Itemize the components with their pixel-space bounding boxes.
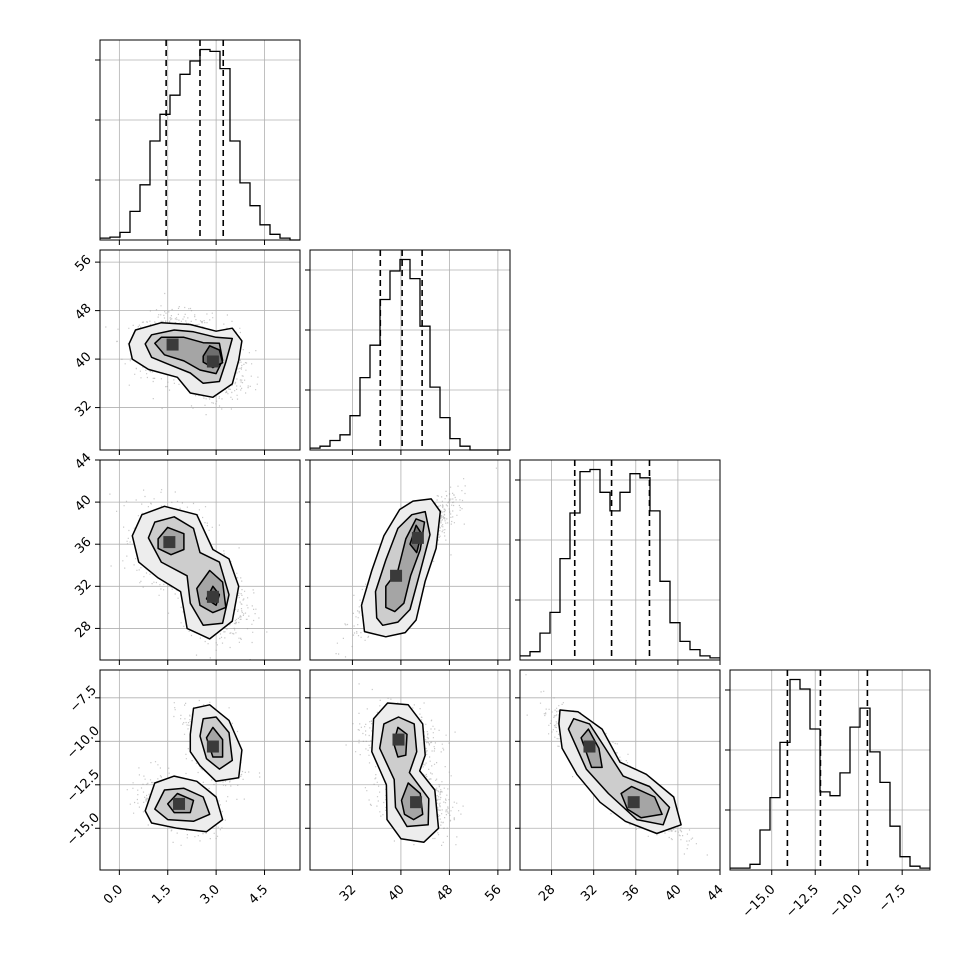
density-core	[206, 740, 219, 753]
panel-frame	[99, 249, 301, 451]
pair-panel-3-0: 0.0 1.5 3.0 4.5 −15.0 −12.5 −10.0 −7.5	[64, 669, 301, 907]
x-tick-label: 1.5	[149, 882, 174, 907]
y-tick-label: 28	[72, 619, 94, 641]
histogram-panel-1	[305, 249, 511, 455]
x-tick-label: 28	[536, 882, 558, 904]
x-tick-label: 40	[385, 882, 407, 904]
panel-frame	[309, 669, 511, 871]
panel-frame	[729, 669, 931, 871]
density-core	[173, 797, 186, 810]
y-tick-label: 48	[72, 301, 94, 323]
density-core	[583, 740, 596, 753]
density-core	[206, 355, 219, 368]
density-core	[163, 536, 176, 549]
panel-frame	[519, 669, 721, 871]
density-core	[166, 338, 179, 351]
y-tick-label: −12.5	[64, 767, 103, 806]
y-tick-label: 44	[72, 450, 94, 472]
histogram-panel-3: −15.0 −12.5 −10.0 −7.5	[725, 669, 931, 921]
x-tick-label: 32	[578, 882, 600, 904]
x-tick-label: 36	[620, 882, 642, 904]
panel-frame	[519, 459, 721, 661]
y-tick-label: −7.5	[67, 683, 100, 716]
y-tick-label: 32	[72, 398, 94, 420]
pair-panel-1-0: 32 40 48 56	[72, 249, 301, 455]
y-tick-label: 40	[72, 492, 94, 514]
density-core	[206, 590, 219, 603]
pair-panel-2-0: 28 32 36 40 44	[72, 450, 301, 665]
y-tick-label: 56	[72, 252, 94, 274]
x-tick-label: 4.5	[246, 882, 271, 907]
density-core	[410, 796, 423, 809]
histogram-step	[730, 678, 930, 869]
x-tick-label: 48	[434, 882, 456, 904]
density-core	[411, 531, 424, 544]
x-tick-label: 56	[482, 882, 504, 904]
density-core	[390, 569, 403, 582]
panel-frame	[99, 39, 301, 241]
histogram-panel-0	[95, 39, 301, 245]
y-tick-label: 36	[72, 535, 94, 557]
panel-frame	[309, 249, 511, 451]
panel-frame	[99, 669, 301, 871]
density-core	[627, 796, 640, 809]
y-tick-label: 32	[72, 577, 94, 599]
x-tick-label: 3.0	[198, 882, 223, 907]
pair-panel-3-1: 32 40 48 56	[305, 669, 511, 905]
x-tick-label: 0.0	[101, 882, 126, 907]
density-contour	[620, 785, 663, 819]
pair-panel-2-1	[305, 459, 511, 665]
pair-panel-3-2: 28 32 36 40 44	[515, 669, 727, 905]
y-tick-label: −15.0	[64, 810, 103, 849]
y-tick-label: −10.0	[64, 723, 103, 762]
histogram-step	[310, 258, 510, 451]
panel-frame	[309, 459, 511, 661]
y-tick-label: 40	[72, 349, 94, 371]
density-core	[392, 733, 405, 746]
x-tick-label: −10.0	[827, 882, 866, 921]
x-tick-label: −7.5	[876, 882, 909, 915]
x-tick-label: −15.0	[740, 882, 779, 921]
x-tick-label: −12.5	[783, 882, 822, 921]
x-tick-label: 40	[662, 882, 684, 904]
histogram-step	[520, 468, 720, 659]
histogram-panel-2	[515, 459, 721, 665]
x-tick-label: 44	[705, 882, 727, 904]
x-tick-label: 32	[337, 882, 359, 904]
panel-frame	[99, 459, 301, 661]
